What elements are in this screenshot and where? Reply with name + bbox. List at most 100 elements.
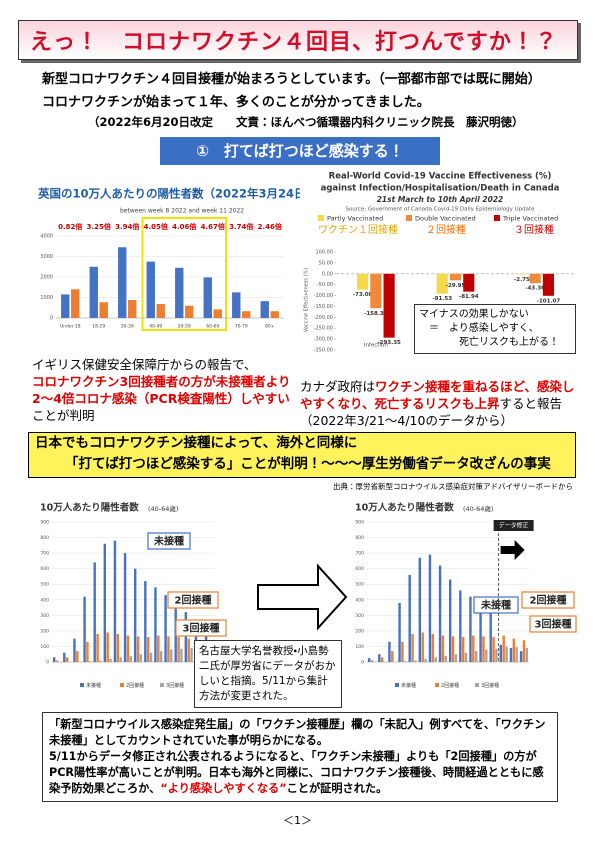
bar <box>83 596 86 662</box>
bar <box>146 637 150 662</box>
y-tick-label: -300.00 <box>314 337 333 343</box>
bar <box>129 655 133 662</box>
y-tick-label: 3000 <box>40 254 53 260</box>
caption-emphasis: ワクチン接種を重ねるほど、感染しやすくなり、死亡するリスクも上昇 <box>300 379 575 411</box>
chart-title: 10万人あたり陽性者数 <box>355 502 454 514</box>
bar <box>388 641 391 662</box>
bar <box>408 574 411 662</box>
y-tick-label: 900 <box>40 520 49 526</box>
x-tick-label: 18-29 <box>92 324 105 330</box>
series-callout-box <box>147 532 191 550</box>
bar <box>438 565 442 662</box>
bar <box>469 596 472 662</box>
bar <box>156 304 165 318</box>
y-tick-label: 0 <box>50 316 53 322</box>
bar <box>73 638 76 662</box>
bar <box>441 635 445 662</box>
ratio-label: 4.05倍 <box>144 222 168 231</box>
big-arrow <box>257 563 348 631</box>
y-tick-label: 100.00 <box>316 250 334 256</box>
x-tick-label: Under 18 <box>60 324 81 330</box>
caption-text: すると報告（2022年3/21〜4/10のデータから） <box>300 396 563 428</box>
bar <box>164 595 167 662</box>
bar <box>65 657 69 662</box>
series-callout-box <box>521 591 575 609</box>
y-axis-label: Vaccine Effectiveness (%) <box>304 268 310 332</box>
bar <box>136 636 140 662</box>
y-tick-label: 800 <box>40 535 49 541</box>
y-tick-label: -150.00 <box>314 304 333 310</box>
bar <box>86 641 89 662</box>
bar <box>170 649 173 662</box>
data-label: -43.36 <box>525 286 545 292</box>
bar <box>119 657 122 662</box>
caption-text: カナダ政府は <box>300 379 376 394</box>
bar <box>106 632 109 662</box>
bar <box>177 637 180 662</box>
legend-label: 未接種 <box>86 682 101 689</box>
bar <box>404 661 407 662</box>
y-tick-label: 600 <box>40 566 49 572</box>
bar <box>367 658 371 662</box>
legend-swatch <box>435 683 439 687</box>
bar <box>175 267 184 318</box>
bar <box>118 247 127 318</box>
bar <box>509 648 513 662</box>
y-tick-label: 500 <box>40 582 49 588</box>
series-callout-box <box>175 619 227 637</box>
x-tick-label: 70-79 <box>235 324 248 330</box>
summary-text: 「新型コロナウイルス感染症発生届」の「ワクチン接種歴」欄の「未記入」例すべてを、… <box>49 718 546 747</box>
legend-swatch <box>494 215 500 221</box>
bar <box>242 311 251 318</box>
y-tick-label: -200.00 <box>314 315 333 321</box>
x-tick-label: Infection <box>364 343 389 349</box>
bar <box>525 648 529 662</box>
bar <box>116 634 120 662</box>
bar <box>380 657 384 662</box>
bar <box>146 261 155 318</box>
y-tick-label: 4000 <box>40 234 53 240</box>
y-tick-label: 500 <box>355 582 364 588</box>
bar <box>461 637 465 662</box>
legend-label: 2回接種 <box>441 682 459 689</box>
chart-title: 英国の10万人あたりの陽性者数（2022年3月24日） <box>37 187 317 201</box>
legend-label: Partly Vaccinated <box>327 215 383 223</box>
correction-arrow <box>500 540 525 560</box>
bar <box>411 634 414 662</box>
ratio-label: 3.74倍 <box>229 222 253 231</box>
chart-source: Source: Government of Canada Covid-19 Da… <box>345 207 535 213</box>
ratio-label: 3.25倍 <box>87 222 111 231</box>
bar <box>418 557 422 662</box>
bar <box>515 647 518 662</box>
bar <box>505 646 508 662</box>
bar <box>383 273 395 338</box>
bar <box>99 302 108 318</box>
bar <box>454 654 458 662</box>
summary-text: 5/11からデータ修正され公表されるようになると、「ワクチン未接種」よりも「2回… <box>49 750 544 795</box>
ratio-label: 4.67倍 <box>201 222 225 231</box>
y-tick-label: 200 <box>355 628 364 634</box>
bar <box>370 660 374 662</box>
japan-box-line: 「打てば打つほど感染する」ことが判明！〜〜〜厚生労働省データ改ざんの事実 <box>65 456 551 472</box>
y-tick-label: 0 <box>46 660 49 666</box>
bar <box>495 648 498 662</box>
legend-label-ja: ワクチン１回接種 <box>318 223 398 236</box>
summary-emphasis: “より感染しやすくなる” <box>160 782 287 795</box>
bar <box>61 294 70 318</box>
bar <box>187 638 190 662</box>
chart-subtitle: between week 8 2022 and week 11 2022 <box>120 208 244 215</box>
bar <box>489 610 492 662</box>
bar <box>96 634 99 662</box>
bar <box>89 661 92 662</box>
bar <box>180 648 183 662</box>
intro-line: 新型コロナワクチン４回目接種が始まろうとしています。（一部都市部では既に開始） <box>42 72 541 87</box>
bar <box>52 657 56 662</box>
bar <box>370 273 382 309</box>
y-tick-label: -50.00 <box>317 282 333 288</box>
legend-label-ja: ３回接種 <box>514 223 554 236</box>
japan-box: 日本でもコロナワクチン接種によって、海外と同様に 「打てば打つほど感染する」こと… <box>28 432 576 478</box>
data-label: -91.53 <box>432 296 452 302</box>
y-tick-label: 2000 <box>40 275 53 281</box>
highlight-box <box>141 217 227 331</box>
bar <box>270 311 279 318</box>
